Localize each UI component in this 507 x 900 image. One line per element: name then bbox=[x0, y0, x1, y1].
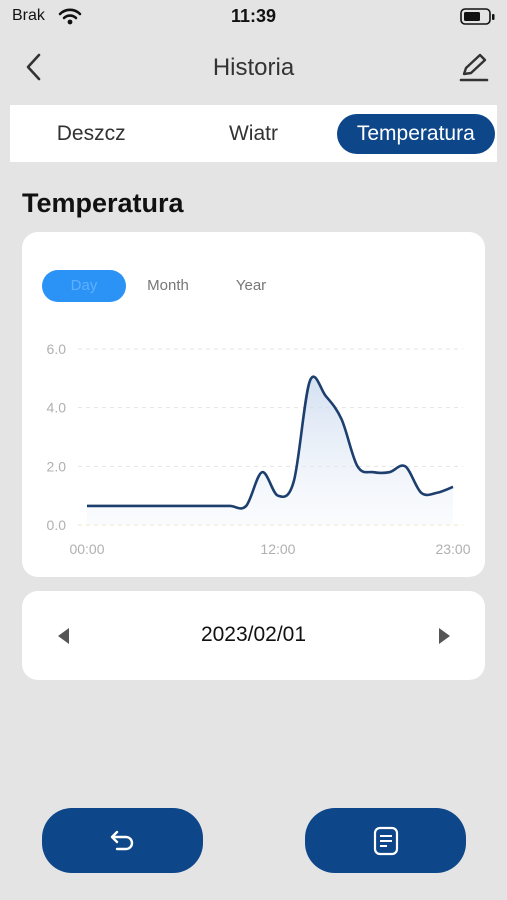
tab[interactable]: Temperatura bbox=[336, 113, 495, 154]
battery-icon bbox=[460, 8, 495, 25]
line bbox=[87, 375, 454, 510]
report-button[interactable] bbox=[305, 808, 466, 873]
prev-date-button[interactable] bbox=[56, 626, 72, 646]
undo-button[interactable] bbox=[42, 808, 203, 873]
report-icon bbox=[373, 826, 398, 855]
date-card bbox=[22, 591, 485, 680]
clock: 11:39 bbox=[230, 6, 277, 26]
edit-button[interactable] bbox=[458, 52, 490, 82]
line-area bbox=[87, 376, 453, 525]
tab[interactable]: Deszcz bbox=[56, 121, 126, 145]
back-button[interactable] bbox=[22, 52, 46, 82]
section-title: Temperatura bbox=[22, 188, 184, 218]
tab[interactable]: Wiatr bbox=[228, 121, 278, 145]
next-date-button[interactable] bbox=[436, 626, 452, 646]
tab-bar: Deszcz Wiatr Temperatura bbox=[10, 105, 497, 162]
date-label: 2023/02/01 bbox=[200, 623, 307, 646]
chart: 0.0 2.0 4.0 6.0 00:00 12:00 23:00 bbox=[47, 341, 471, 557]
x-tick-label: 12:00 bbox=[260, 541, 295, 557]
page-title: Historia bbox=[212, 54, 295, 81]
period-button[interactable]: Month bbox=[147, 277, 189, 294]
x-tick-label: 23:00 bbox=[435, 541, 470, 557]
undo-icon bbox=[110, 830, 133, 850]
x-tick-label: 00:00 bbox=[69, 541, 104, 557]
carrier: Brak bbox=[12, 7, 45, 24]
period-button[interactable]: Year bbox=[235, 277, 267, 294]
y-tick-label: 2.0 bbox=[47, 458, 67, 474]
y-tick-label: 0.0 bbox=[47, 517, 67, 533]
y-tick-label: 6.0 bbox=[47, 341, 67, 357]
y-tick-label: 4.0 bbox=[47, 400, 67, 416]
wifi-icon bbox=[58, 8, 82, 25]
period-button[interactable]: Day bbox=[42, 270, 126, 302]
